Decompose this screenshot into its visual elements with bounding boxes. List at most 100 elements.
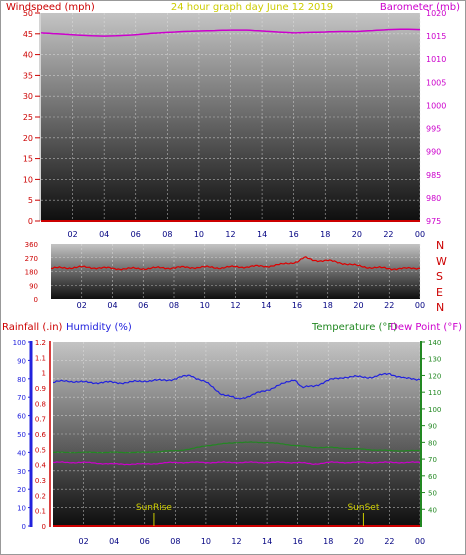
temperature-tick-label: 130	[428, 356, 441, 364]
pressure-x-tick-label: 00	[415, 230, 425, 239]
humidity-x-tick-label: 08	[170, 537, 180, 546]
barometer-tick-label: 1005	[426, 78, 446, 87]
dewpoint-axis-title: Dew Point (°F)	[390, 322, 462, 333]
direction-tick-label: 0	[34, 296, 38, 304]
humidity-tick-label: 0	[22, 523, 26, 531]
direction-x-tick-label: 10	[200, 301, 210, 310]
humidity-x-tick-label: 12	[231, 537, 241, 546]
compass-letter: N	[436, 239, 444, 252]
pressure-x-tick-label: 06	[131, 230, 141, 239]
barometer-tick-label: 1020	[426, 9, 446, 18]
humidity-tick-label: 90	[17, 357, 26, 365]
direction-tick-label: 180	[25, 269, 38, 277]
pressure-x-tick-label: 08	[162, 230, 172, 239]
pressure-x-tick-label: 22	[383, 230, 393, 239]
humidity-x-tick-label: 22	[384, 537, 394, 546]
pressure-x-tick-label: 04	[99, 230, 109, 239]
humidity-tick-label: 30	[17, 468, 26, 476]
temperature-tick-label: 120	[428, 372, 441, 380]
windspeed-tick-label: 5	[28, 196, 33, 205]
temperature-line	[53, 441, 421, 454]
barometer-tick-label: 995	[426, 125, 441, 134]
humidity-axis-title: Humidity (%)	[66, 322, 132, 333]
humidity-x-tick-label: 20	[354, 537, 364, 546]
direction-x-tick-label: 18	[323, 301, 333, 310]
temperature-tick-label: 70	[428, 456, 437, 464]
sun-marker-label: SunRise	[136, 503, 173, 513]
pressure-x-tick-label: 18	[320, 230, 330, 239]
compass-letter: S	[436, 270, 443, 283]
humidity-tick-label: 80	[17, 376, 26, 384]
grid-lines	[41, 13, 421, 526]
pressure-x-tick-label: 10	[194, 230, 204, 239]
rainfall-tick-label: 1	[42, 370, 46, 378]
axis-labels: 0510152025303540455097598098599099510001…	[13, 9, 447, 546]
direction-x-tick-label: 04	[107, 301, 117, 310]
barometer-tick-label: 985	[426, 171, 441, 180]
pressure-x-tick-label: 14	[257, 230, 267, 239]
humidity-tick-label: 20	[17, 486, 26, 494]
humidity-x-tick-label: 10	[201, 537, 211, 546]
rainfall-tick-label: 1.2	[35, 339, 46, 347]
rainfall-tick-label: 0	[42, 523, 46, 531]
direction-x-tick-label: 16	[292, 301, 302, 310]
humidity-tick-label: 40	[17, 449, 26, 457]
humidity-x-tick-label: 00	[415, 537, 425, 546]
sun-marker-label: SunSet	[347, 503, 379, 513]
temperature-tick-label: 140	[428, 339, 441, 347]
barometer-tick-label: 1000	[426, 101, 446, 110]
compass-letter: W	[436, 255, 447, 268]
humidity-x-tick-label: 04	[109, 537, 119, 546]
windspeed-tick-label: 30	[23, 92, 33, 101]
humidity-tick-label: 70	[17, 394, 26, 402]
rainfall-axis-title: Rainfall (.in)	[2, 322, 63, 333]
temperature-tick-label: 50	[428, 490, 437, 498]
humidity-x-tick-label: 02	[78, 537, 88, 546]
windspeed-axis-title: Windspeed (mph)	[6, 2, 95, 13]
humidity-x-tick-label: 06	[140, 537, 150, 546]
humidity-tick-label: 100	[13, 339, 26, 347]
humidity-tick-label: 60	[17, 413, 26, 421]
humidity-line	[52, 372, 421, 400]
direction-tick-label: 360	[25, 241, 38, 249]
windspeed-tick-label: 40	[23, 51, 33, 60]
humidity-tick-label: 50	[17, 431, 26, 439]
rainfall-tick-label: 0.1	[35, 508, 46, 516]
barometer-axis-title: Barometer (mb)	[380, 2, 460, 13]
pressure-x-tick-label: 16	[289, 230, 299, 239]
temperature-tick-label: 90	[428, 423, 437, 431]
temperature-tick-label: 40	[428, 506, 437, 514]
series-lines	[40, 28, 421, 527]
direction-x-tick-label: 06	[138, 301, 148, 310]
humidity-x-tick-label: 16	[293, 537, 303, 546]
windspeed-tick-label: 0	[28, 217, 33, 226]
humidity-x-tick-label: 18	[323, 537, 333, 546]
windspeed-tick-label: 25	[23, 113, 33, 122]
direction-x-tick-label: 14	[261, 301, 271, 310]
rainfall-tick-label: 0.9	[35, 385, 46, 393]
pressure-x-tick-label: 20	[352, 230, 362, 239]
rainfall-tick-label: 1.1	[35, 354, 46, 362]
temperature-tick-label: 60	[428, 473, 437, 481]
barometer-tick-label: 1010	[426, 55, 446, 64]
compass-letter: E	[436, 286, 443, 299]
rainfall-tick-label: 0.2	[35, 492, 46, 500]
direction-tick-label: 270	[25, 255, 38, 263]
barometer-tick-label: 975	[426, 217, 441, 226]
rainfall-tick-label: 0.7	[35, 416, 46, 424]
temperature-tick-label: 100	[428, 406, 441, 414]
barometer-line	[40, 28, 421, 37]
direction-x-tick-label: 20	[353, 301, 363, 310]
rainfall-tick-label: 0.8	[35, 400, 46, 408]
windspeed-tick-label: 35	[23, 71, 33, 80]
pressure-x-tick-label: 12	[225, 230, 235, 239]
windspeed-tick-label: 45	[23, 30, 33, 39]
rainfall-tick-label: 0.4	[35, 462, 47, 470]
windspeed-tick-label: 20	[23, 134, 33, 143]
wind-direction-line	[50, 256, 421, 271]
temperature-tick-label: 110	[428, 389, 441, 397]
direction-x-tick-label: 22	[384, 301, 394, 310]
temperature-axis-title: Temperature (°F)	[311, 322, 397, 333]
barometer-tick-label: 980	[426, 194, 441, 203]
